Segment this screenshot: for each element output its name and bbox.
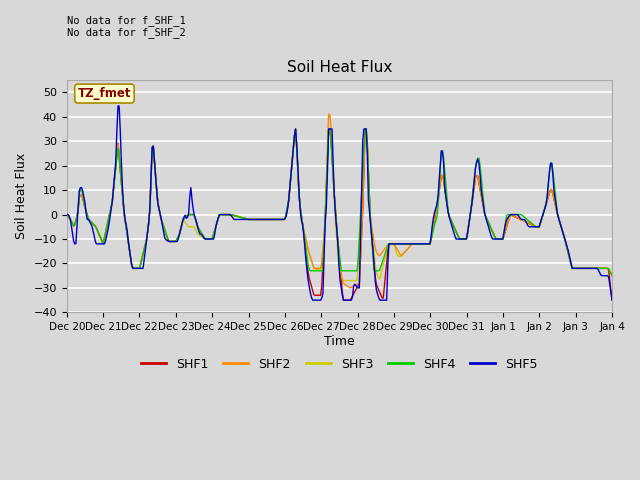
X-axis label: Time: Time — [324, 335, 355, 348]
Text: No data for f_SHF_1
No data for f_SHF_2: No data for f_SHF_1 No data for f_SHF_2 — [67, 15, 186, 38]
Text: TZ_fmet: TZ_fmet — [77, 87, 131, 100]
Legend: SHF1, SHF2, SHF3, SHF4, SHF5: SHF1, SHF2, SHF3, SHF4, SHF5 — [136, 353, 543, 376]
Y-axis label: Soil Heat Flux: Soil Heat Flux — [15, 153, 28, 240]
Title: Soil Heat Flux: Soil Heat Flux — [287, 60, 392, 75]
